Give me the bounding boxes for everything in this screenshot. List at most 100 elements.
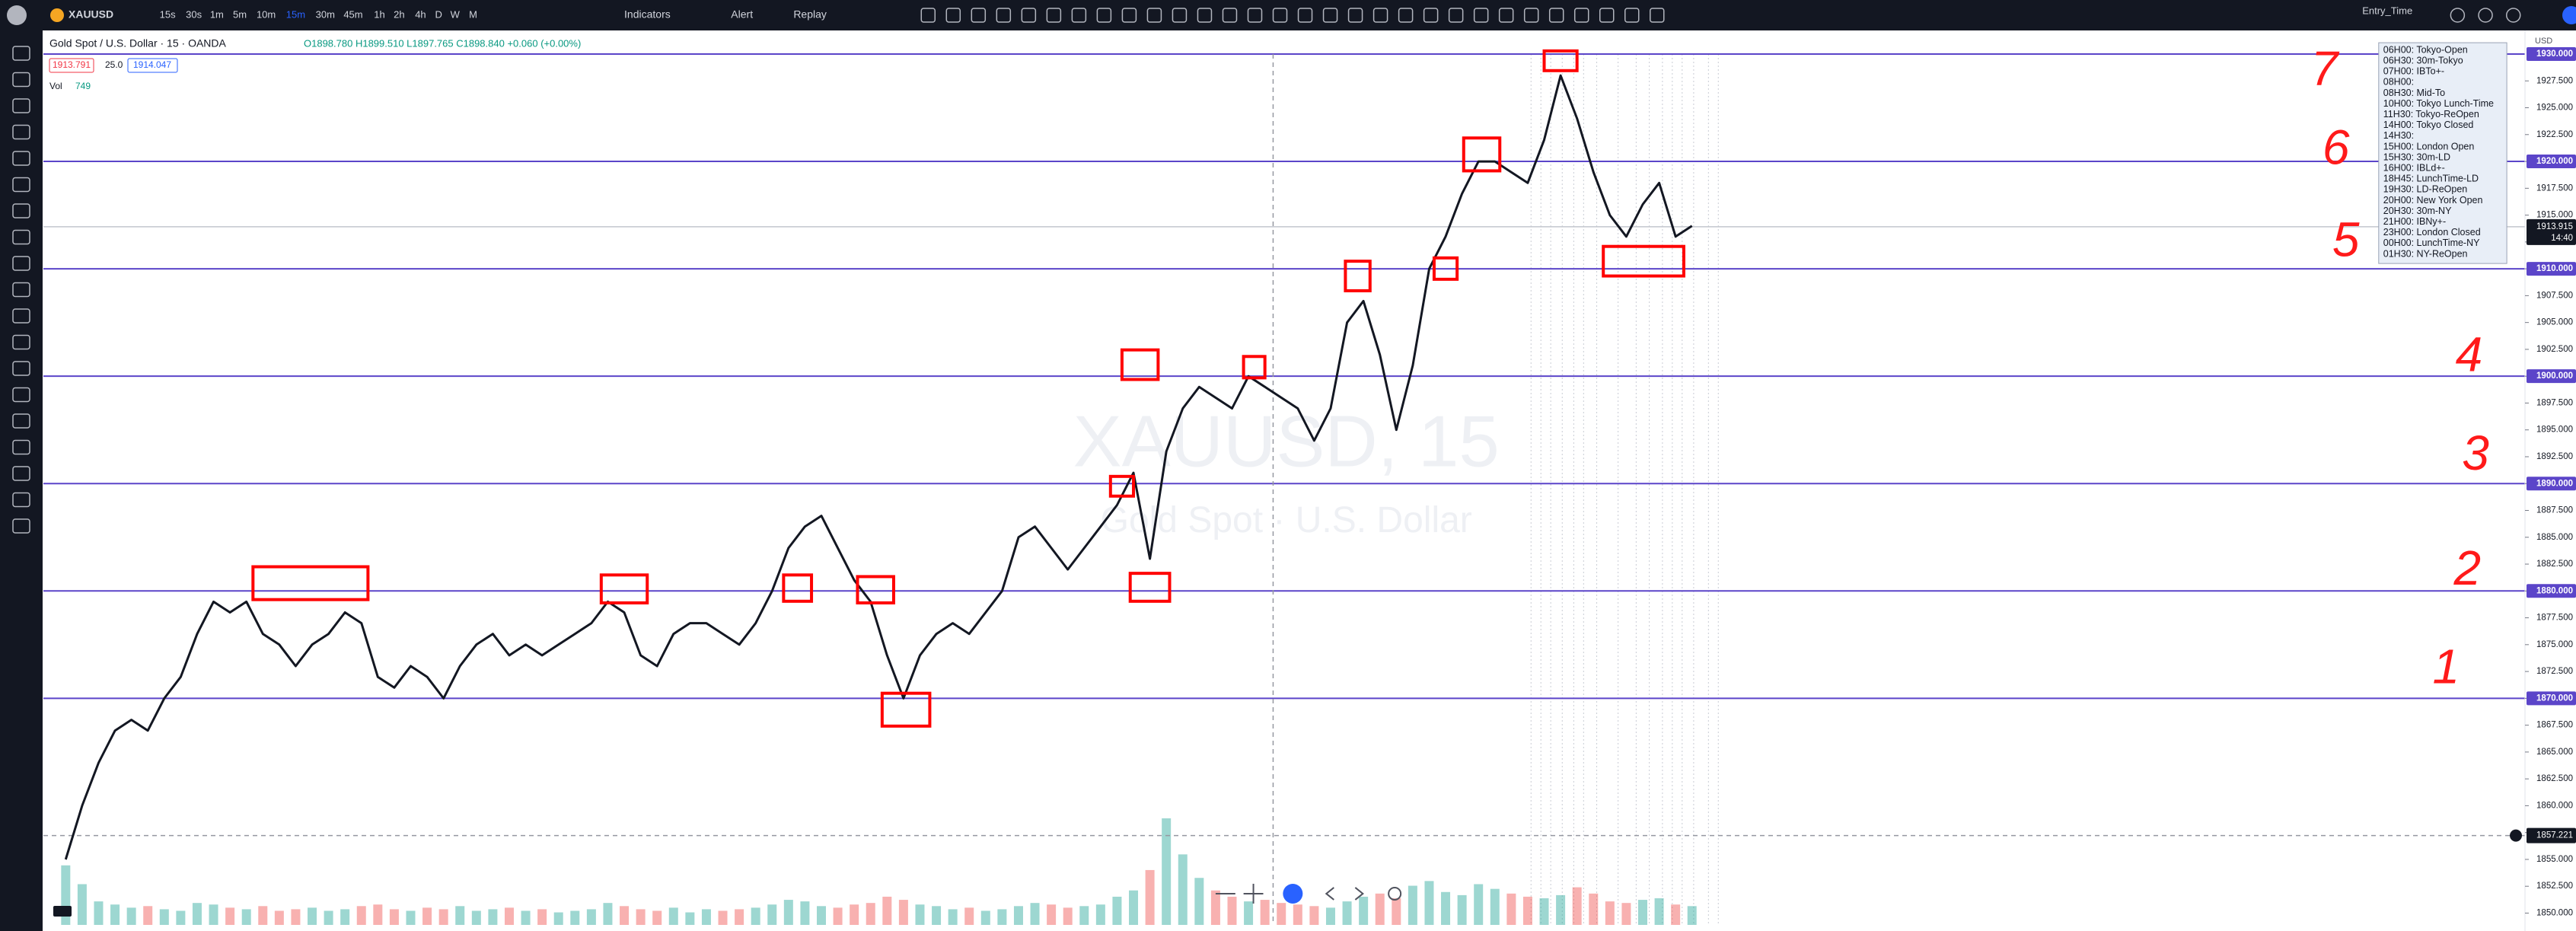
session-entry: 06H00: Tokyo-Open: [2383, 44, 2468, 55]
tool-icon[interactable]: [12, 308, 30, 324]
level-badge: [2527, 584, 2576, 598]
tool-icon[interactable]: [12, 361, 30, 376]
drawing-tool-icon[interactable]: [1372, 8, 1388, 23]
drawing-tool-icon[interactable]: [920, 8, 936, 23]
drawing-tool-icon[interactable]: [1548, 8, 1564, 23]
drawing-tool-icon[interactable]: [1473, 8, 1489, 23]
tool-icon[interactable]: [12, 282, 30, 298]
drawing-tool-icon[interactable]: [1322, 8, 1338, 23]
tool-icon[interactable]: [12, 203, 30, 218]
drawing-tool-icon[interactable]: [1624, 8, 1640, 23]
bid-box[interactable]: [49, 58, 94, 73]
drawing-tool-icon[interactable]: [971, 8, 987, 23]
left-toolbar: [0, 0, 43, 931]
interval[interactable]: 1m: [210, 8, 224, 20]
tool-icon[interactable]: [12, 98, 30, 113]
drawing-tool-icon[interactable]: [1523, 8, 1539, 23]
drawing-tool-icon[interactable]: [1599, 8, 1615, 23]
drawing-tool-icon[interactable]: [996, 8, 1012, 23]
y-tick-label: 1872.500: [2536, 667, 2573, 676]
volume-bar: [948, 909, 958, 925]
tool-icon[interactable]: [12, 439, 30, 455]
drawing-tool-icon[interactable]: [1172, 8, 1188, 23]
drawing-tool-icon[interactable]: [1398, 8, 1414, 23]
tool-icon[interactable]: [12, 466, 30, 481]
session-entry: 08H30: Mid-To: [2383, 88, 2445, 98]
drawing-tool-icon[interactable]: [945, 8, 961, 23]
drawing-tool-icon[interactable]: [1247, 8, 1263, 23]
drawing-tool-icon[interactable]: [1347, 8, 1363, 23]
drawing-tool-icon[interactable]: [1650, 8, 1665, 23]
drawing-tool-icon[interactable]: [1272, 8, 1288, 23]
drawing-tool-icon[interactable]: [1121, 8, 1137, 23]
replay-button[interactable]: Replay: [793, 8, 827, 21]
drawing-tool-icon[interactable]: [1071, 8, 1087, 23]
drawing-tool-icon[interactable]: [1046, 8, 1062, 23]
tool-icon[interactable]: [12, 413, 30, 429]
drawing-tool-icon[interactable]: [1146, 8, 1162, 23]
y-tick-label: 1902.500: [2536, 345, 2573, 354]
crosshair-add-button[interactable]: [2510, 829, 2522, 842]
tool-icon[interactable]: [12, 387, 30, 403]
tool-icon[interactable]: [12, 518, 30, 534]
indicators-button[interactable]: Indicators: [624, 8, 671, 21]
volume-bar: [1260, 900, 1270, 925]
drawing-tool-icon[interactable]: [1222, 8, 1238, 23]
interval[interactable]: 10m: [257, 8, 276, 20]
layout-name[interactable]: Entry_Time: [2362, 5, 2412, 16]
volume-bar: [620, 906, 630, 925]
drawing-tool-icon[interactable]: [1448, 8, 1464, 23]
drawing-tool-icon[interactable]: [1423, 8, 1439, 23]
volume-bar: [1424, 881, 1434, 925]
interval[interactable]: 1h: [374, 8, 384, 20]
drawing-tool-icon[interactable]: [1573, 8, 1589, 23]
tool-icon[interactable]: [12, 334, 30, 350]
volume-bar: [1621, 903, 1631, 925]
tool-icon[interactable]: [12, 72, 30, 88]
alert-button[interactable]: Alert: [731, 8, 753, 21]
symbol[interactable]: XAUUSD: [69, 8, 113, 21]
interval[interactable]: 15s: [160, 8, 176, 20]
tool-icon[interactable]: [12, 492, 30, 508]
interval[interactable]: 2h: [394, 8, 404, 20]
interval[interactable]: M: [469, 8, 477, 20]
interval[interactable]: 30s: [186, 8, 202, 20]
volume-bar: [1325, 907, 1335, 925]
drawing-tool-icon[interactable]: [1197, 8, 1213, 23]
tool-icon[interactable]: [12, 151, 30, 166]
avatar[interactable]: [7, 5, 27, 25]
interval[interactable]: 30m: [316, 8, 335, 20]
annotation-number: 6: [2323, 120, 2350, 174]
volume-bar: [471, 910, 481, 925]
interval[interactable]: W: [451, 8, 461, 20]
drawing-tool-icon[interactable]: [1297, 8, 1313, 23]
volume-bar: [455, 906, 465, 925]
tool-icon[interactable]: [12, 256, 30, 271]
tool-icon[interactable]: [12, 46, 30, 61]
interval[interactable]: 4h: [415, 8, 426, 20]
interval[interactable]: 45m: [343, 8, 362, 20]
tool-icon[interactable]: [12, 177, 30, 193]
drawing-tool-icon[interactable]: [1021, 8, 1037, 23]
header-icon[interactable]: [2450, 8, 2466, 23]
ask-box[interactable]: [127, 58, 178, 73]
interval[interactable]: 5m: [233, 8, 247, 20]
header-icon[interactable]: [2478, 8, 2493, 23]
tool-icon[interactable]: [12, 124, 30, 140]
tool-icon[interactable]: [12, 229, 30, 245]
session-entry: 23H00: London Closed: [2383, 227, 2481, 238]
level-label: 1890.000: [2536, 479, 2573, 488]
volume-bar: [800, 901, 810, 925]
y-tick-label: 1897.500: [2536, 398, 2573, 407]
volume-bar: [324, 910, 333, 925]
bid: 1913.791: [53, 59, 91, 70]
header-icon[interactable]: [2505, 8, 2521, 23]
drawing-tool-icon[interactable]: [1498, 8, 1514, 23]
reset-chart[interactable]: [1388, 886, 1402, 901]
interval[interactable]: 15m: [286, 8, 305, 20]
publish-button[interactable]: [2562, 6, 2576, 24]
drawing-tool-icon[interactable]: [1096, 8, 1112, 23]
interval[interactable]: D: [435, 8, 442, 20]
reset-view[interactable]: [1283, 883, 1303, 904]
session-entry: 14H00: Tokyo Closed: [2383, 120, 2474, 130]
